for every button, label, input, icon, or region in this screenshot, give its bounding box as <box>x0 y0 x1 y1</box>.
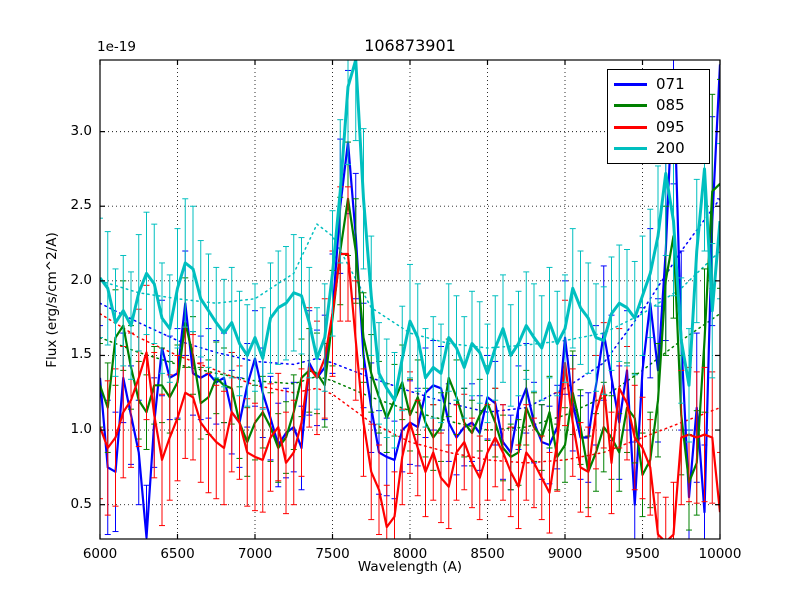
legend-item-200: 200 <box>614 138 703 157</box>
x-tick-label: 9500 <box>625 546 660 562</box>
spectra-series <box>100 60 720 539</box>
x-tick-label: 8000 <box>392 546 428 562</box>
x-tick-label: 7000 <box>237 546 273 562</box>
legend-item-095: 095 <box>614 117 703 136</box>
x-tick-label: 6000 <box>82 546 118 562</box>
legend-label: 095 <box>656 117 685 136</box>
legend: 071 085 095 200 <box>607 69 710 164</box>
x-axis-label: Wavelength (A) <box>357 559 463 575</box>
series-095 <box>100 186 720 539</box>
series-200 <box>100 60 720 449</box>
plot-title: 106873901 <box>364 36 456 55</box>
legend-item-085: 085 <box>614 98 703 113</box>
legend-label: 200 <box>656 138 685 157</box>
y-tick-label: 1.5 <box>70 346 92 363</box>
071-template <box>100 198 720 413</box>
legend-line-swatch <box>614 104 647 108</box>
x-tick-label: 10000 <box>698 546 742 562</box>
x-tick-label: 7500 <box>315 546 350 562</box>
axes-frame <box>99 59 721 540</box>
legend-item-071: 071 <box>614 77 703 92</box>
y-tick-label: 0.5 <box>70 495 92 512</box>
y-axis-offset-text: 1e-19 <box>97 39 136 55</box>
085-template <box>100 312 720 431</box>
legend-line-swatch <box>614 83 647 87</box>
legend-line-swatch <box>614 125 647 129</box>
y-tick-label: 1.0 <box>70 421 92 438</box>
x-tick-label: 6500 <box>160 546 195 562</box>
x-tick-label: 9000 <box>547 546 583 562</box>
x-tick-label: 8500 <box>470 546 505 562</box>
legend-label: 085 <box>656 96 685 115</box>
y-tick-label: 3.0 <box>70 122 92 139</box>
legend-line-swatch <box>614 146 647 150</box>
y-tick-label: 2.0 <box>70 271 92 288</box>
y-tick-label: 2.5 <box>70 197 92 214</box>
legend-label: 071 <box>656 75 685 94</box>
